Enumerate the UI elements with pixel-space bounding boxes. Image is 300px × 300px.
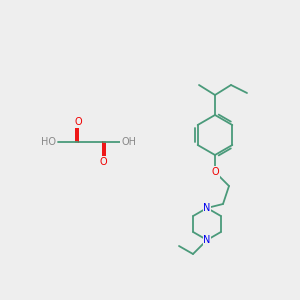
Text: O: O [74, 117, 82, 127]
Text: H: H [125, 137, 132, 147]
Text: N: N [203, 203, 211, 213]
Text: O: O [211, 167, 219, 177]
Text: N: N [203, 235, 211, 245]
Text: OH: OH [121, 137, 136, 147]
Text: O: O [99, 157, 107, 167]
Text: HO: HO [41, 137, 56, 147]
